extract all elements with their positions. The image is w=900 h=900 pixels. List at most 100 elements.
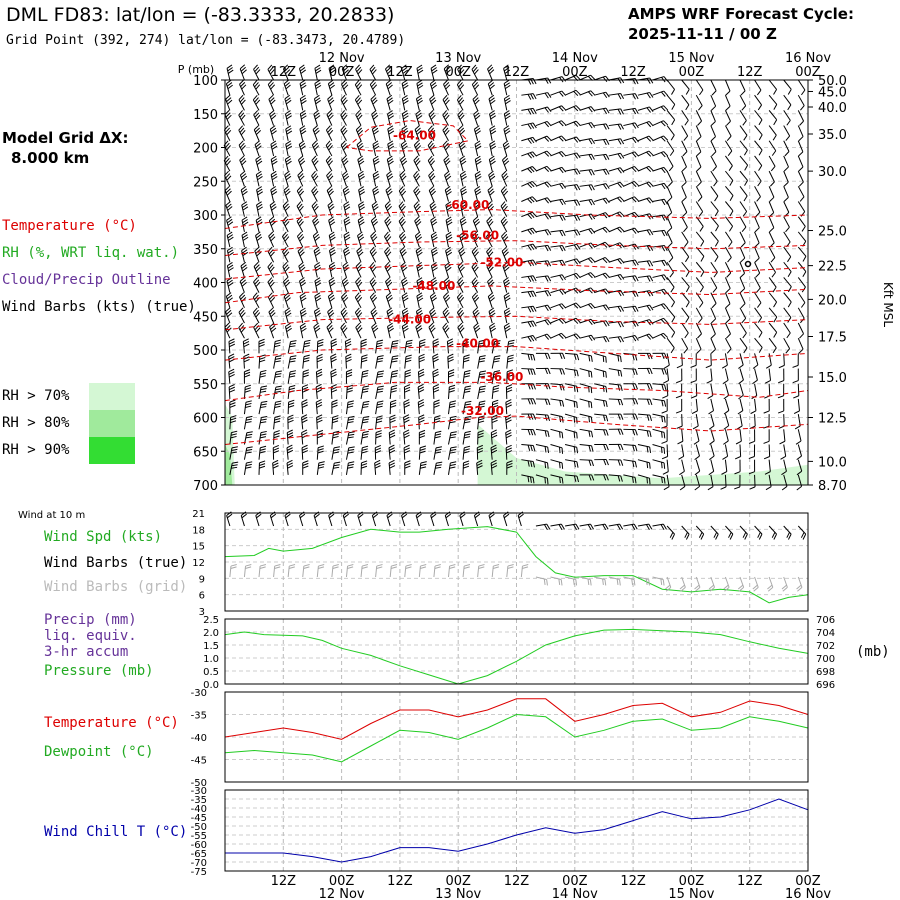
surface-wind-barb-grid — [506, 564, 514, 578]
wind-barb — [690, 368, 697, 384]
wind-barb — [491, 384, 500, 399]
wind-barb — [273, 400, 282, 415]
surface-temperature-line — [224, 698, 809, 740]
wind-barb — [550, 383, 565, 391]
wind-barb — [473, 125, 481, 141]
wind-barb — [724, 307, 731, 324]
page-title: DML FD83: lat/lon = (-83.3333, 20.2833) — [6, 4, 395, 26]
wind-barb — [535, 290, 552, 297]
wind-barb — [312, 231, 320, 248]
wind-barb — [226, 246, 234, 263]
wind-barb — [666, 125, 675, 141]
wind-barb — [724, 292, 731, 309]
wind-barb — [695, 201, 704, 217]
wind-barb — [302, 339, 311, 354]
wind-barb — [608, 92, 625, 100]
wind-barb — [343, 216, 351, 232]
wind-barb — [521, 428, 536, 436]
wind-barb — [797, 140, 804, 157]
surface-wind-barb-true — [357, 511, 364, 527]
wind-barb — [224, 110, 232, 126]
wind-barb — [579, 413, 593, 423]
wind-barb — [301, 429, 308, 445]
wind-barb — [429, 201, 437, 217]
wind-barb — [340, 322, 348, 339]
wind-barb — [535, 197, 552, 204]
wind-barb — [242, 338, 250, 354]
surface-wind-barb-grid — [608, 576, 621, 586]
temperature-tick-label: -45 — [191, 756, 207, 767]
wind-barb — [281, 231, 290, 248]
wind-barb — [608, 352, 622, 363]
isotherm — [224, 261, 809, 280]
wind-barb — [456, 307, 465, 324]
wind-barb — [579, 106, 596, 113]
wind-barb — [238, 140, 246, 157]
legend-precip-line1: Precip (mm) — [44, 612, 137, 628]
isotherm-label: -60.00 — [446, 198, 489, 212]
windchill-line — [225, 798, 809, 863]
wind-barb — [398, 216, 406, 233]
wind-barb — [708, 413, 715, 430]
wind-speed-line — [224, 526, 809, 604]
wind-barb — [521, 383, 536, 390]
wind-barb — [768, 261, 776, 278]
wind-barb — [415, 110, 423, 126]
wind-barb — [594, 368, 607, 378]
wind-barb — [666, 186, 673, 202]
wind-barb — [681, 201, 688, 218]
wind-barb — [796, 459, 803, 476]
wind-barb — [428, 185, 436, 202]
wind-barb — [521, 122, 537, 130]
surface-wind-barb-grid — [796, 576, 803, 592]
wind-barb — [369, 79, 378, 96]
wind-barb — [477, 385, 486, 400]
wind-barb — [370, 216, 379, 233]
wind-barb — [401, 125, 409, 141]
wind-speed-tick-label: 9 — [199, 574, 205, 585]
kft-tick-label: 22.5 — [818, 260, 847, 275]
wind-barb — [780, 444, 787, 460]
wind-barb — [416, 262, 424, 278]
wind-barb — [535, 244, 552, 252]
wind-barb — [550, 303, 567, 310]
wind-barb — [418, 338, 426, 354]
wind-barb — [298, 261, 306, 278]
wind-barb — [270, 140, 278, 157]
wind-barb — [314, 64, 322, 81]
wind-barb — [666, 94, 676, 110]
wind-barb — [356, 140, 364, 157]
wind-barb — [535, 150, 552, 157]
wind-barb — [737, 398, 744, 415]
forecast-cycle-value: 2025-11-11 / 00 Z — [628, 25, 777, 43]
wind-barb — [777, 383, 785, 399]
wind-barb — [489, 125, 497, 141]
wind-barb — [447, 446, 457, 460]
wind-barb — [662, 383, 669, 399]
pressure-tick-label-right: 706 — [816, 615, 835, 626]
surface-wind-barb-true — [488, 511, 495, 527]
wind-barb — [797, 79, 806, 96]
isotherm-label: -52.00 — [480, 255, 523, 269]
wind-barb — [652, 368, 667, 375]
wind-barb — [462, 354, 470, 369]
wind-barb — [666, 292, 676, 308]
wind-barb — [754, 94, 763, 111]
wind-barb — [694, 459, 701, 476]
wind-barb — [284, 322, 292, 339]
wind-barb — [458, 140, 466, 157]
wind-barb — [594, 428, 609, 436]
wind-barb — [430, 231, 438, 248]
wind-barb — [360, 445, 369, 460]
isotherm-label: -64.00 — [393, 128, 436, 142]
time-tick-label-bottom: 12Z — [620, 874, 646, 889]
wind-barb — [283, 185, 291, 202]
legend-rh: RH (%, WRT liq. wat.) — [2, 245, 180, 261]
wind-barb — [228, 353, 235, 369]
wind-barb — [550, 352, 566, 360]
wind-barb — [488, 94, 496, 111]
surface-wind-barb-grid — [433, 564, 441, 578]
wind-barb — [428, 170, 436, 187]
wind-barb — [710, 110, 716, 126]
